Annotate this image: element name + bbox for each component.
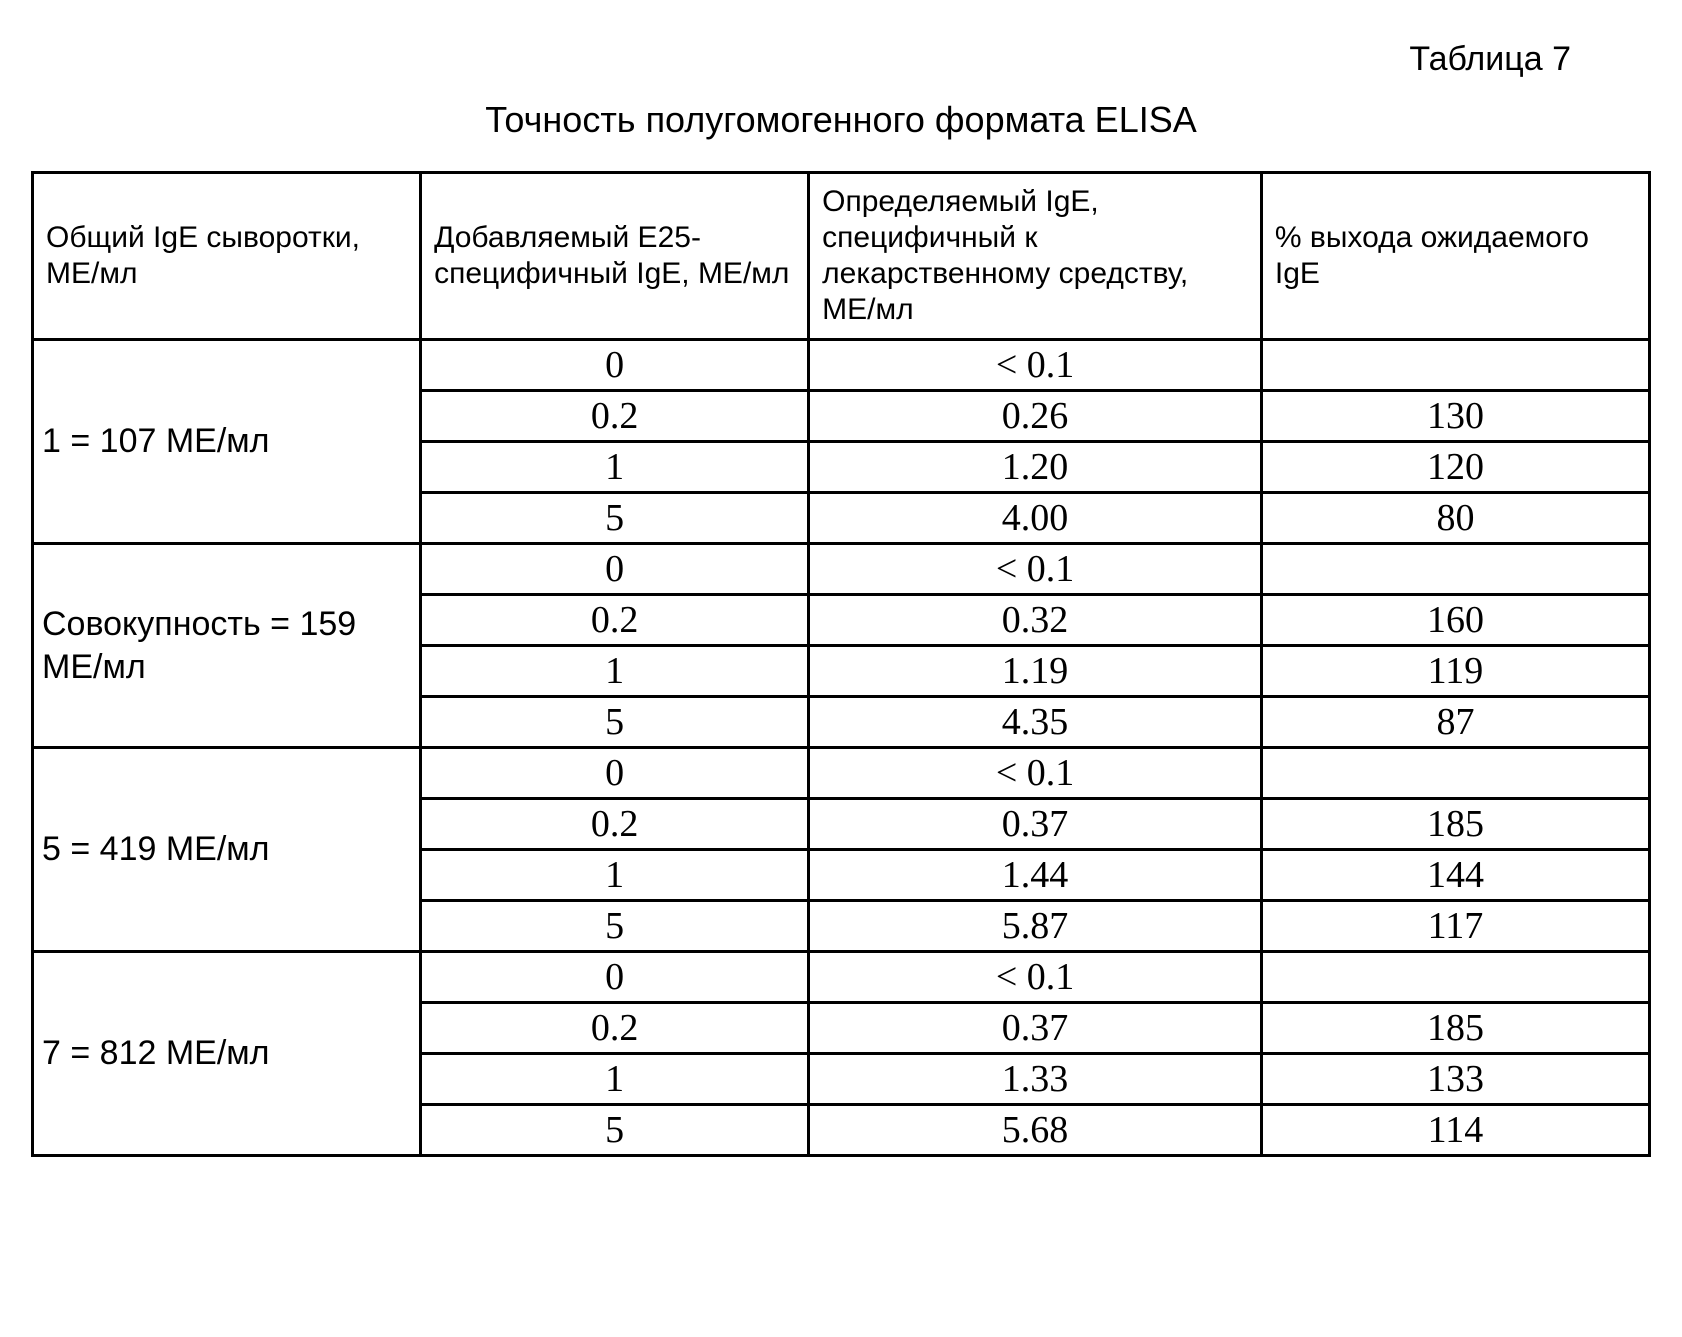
cell-pct: 133 [1261,1054,1649,1105]
cell-pct [1261,340,1649,391]
cell-detected: 1.20 [809,442,1262,493]
cell-detected: 4.00 [809,493,1262,544]
cell-added: 5 [421,1105,809,1156]
cell-detected: 0.37 [809,799,1262,850]
cell-pct [1261,748,1649,799]
cell-pct: 120 [1261,442,1649,493]
cell-detected: 1.19 [809,646,1262,697]
cell-pct: 117 [1261,901,1649,952]
cell-added: 0 [421,952,809,1003]
cell-pct: 144 [1261,850,1649,901]
cell-detected: < 0.1 [809,748,1262,799]
table-header-row: Общий IgE сыворотки, МЕ/мл Добавляемый E… [33,173,1650,340]
cell-pct: 114 [1261,1105,1649,1156]
group-label-cell: 1 = 107 МЕ/мл [33,340,421,544]
table-row: 5 = 419 МЕ/мл0< 0.1 [33,748,1650,799]
table-number: Таблица 7 [31,40,1651,79]
table-body: 1 = 107 МЕ/мл0< 0.10.20.2613011.2012054.… [33,340,1650,1156]
cell-added: 1 [421,646,809,697]
cell-added: 0 [421,544,809,595]
col-header-total-ige: Общий IgE сыворотки, МЕ/мл [33,173,421,340]
cell-detected: 1.33 [809,1054,1262,1105]
cell-pct: 130 [1261,391,1649,442]
cell-added: 5 [421,697,809,748]
cell-added: 0 [421,340,809,391]
table-row: Совокупность = 159 МЕ/мл0< 0.1 [33,544,1650,595]
cell-detected: 0.37 [809,1003,1262,1054]
cell-detected: 4.35 [809,697,1262,748]
cell-pct: 160 [1261,595,1649,646]
cell-added: 5 [421,901,809,952]
cell-added: 1 [421,1054,809,1105]
cell-added: 0 [421,748,809,799]
col-header-added-ige: Добавляемый E25-специфичный IgE, МЕ/мл [421,173,809,340]
table-row: 7 = 812 МЕ/мл0< 0.1 [33,952,1650,1003]
cell-detected: 5.87 [809,901,1262,952]
cell-detected: 5.68 [809,1105,1262,1156]
cell-pct: 87 [1261,697,1649,748]
cell-pct [1261,544,1649,595]
cell-detected: 0.32 [809,595,1262,646]
cell-pct: 185 [1261,799,1649,850]
cell-added: 1 [421,442,809,493]
table-row: 1 = 107 МЕ/мл0< 0.1 [33,340,1650,391]
cell-detected: < 0.1 [809,952,1262,1003]
cell-added: 1 [421,850,809,901]
cell-pct: 185 [1261,1003,1649,1054]
cell-pct [1261,952,1649,1003]
cell-pct: 80 [1261,493,1649,544]
cell-detected: < 0.1 [809,340,1262,391]
cell-added: 0.2 [421,1003,809,1054]
col-header-detected-ige: Определяемый IgE, специфичный к лекарств… [809,173,1262,340]
group-label-cell: 7 = 812 МЕ/мл [33,952,421,1156]
group-label-cell: 5 = 419 МЕ/мл [33,748,421,952]
group-label-cell: Совокупность = 159 МЕ/мл [33,544,421,748]
cell-added: 0.2 [421,595,809,646]
table-title: Точность полугомогенного формата ELISA [31,99,1651,141]
cell-detected: 1.44 [809,850,1262,901]
cell-added: 0.2 [421,799,809,850]
cell-detected: < 0.1 [809,544,1262,595]
col-header-pct-yield: % выхода ожидаемого IgE [1261,173,1649,340]
cell-added: 0.2 [421,391,809,442]
cell-pct: 119 [1261,646,1649,697]
cell-added: 5 [421,493,809,544]
cell-detected: 0.26 [809,391,1262,442]
data-table: Общий IgE сыворотки, МЕ/мл Добавляемый E… [31,171,1651,1157]
